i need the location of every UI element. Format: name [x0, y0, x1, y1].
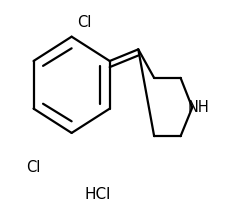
Text: NH: NH [187, 100, 209, 115]
Text: Cl: Cl [26, 160, 41, 175]
Text: Cl: Cl [77, 15, 91, 30]
Text: HCl: HCl [85, 187, 111, 202]
